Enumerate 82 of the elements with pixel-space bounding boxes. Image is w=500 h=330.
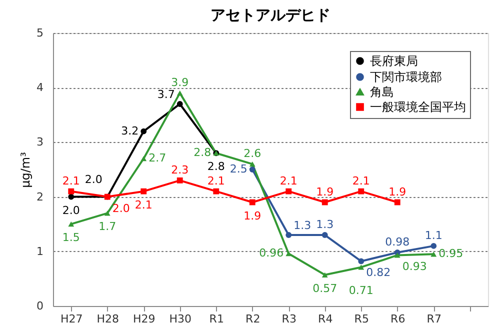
data-label: 0.71 [348, 284, 374, 298]
point [249, 166, 256, 172]
legend-label: 長府東局 [370, 54, 418, 68]
data-label: 2.8 [194, 146, 212, 160]
data-label: 3.2 [121, 124, 139, 138]
point [68, 194, 74, 200]
y-tick-label: 1 [36, 244, 44, 258]
data-label: 2.6 [244, 147, 262, 160]
point [286, 232, 292, 238]
point [430, 252, 437, 257]
x-tick-label: H28 [96, 312, 120, 326]
data-label: 0.82 [366, 266, 391, 280]
point [140, 128, 147, 134]
x-tick-label: R5 [354, 312, 369, 326]
point [104, 210, 110, 216]
data-label: 0.57 [312, 282, 338, 295]
data-label: 3.9 [171, 76, 189, 90]
point [322, 272, 328, 278]
point [140, 188, 147, 194]
legend-label: 下関市環境部 [370, 70, 442, 84]
data-label: 1.9 [244, 209, 262, 222]
point [176, 90, 183, 96]
y-tick-label: 2 [36, 190, 44, 204]
data-label: 1.9 [316, 185, 334, 198]
data-label: 2.3 [171, 163, 189, 176]
data-label: 2.1 [280, 174, 298, 188]
data-label: 2.0 [62, 204, 80, 217]
chart-title: アセトアルデヒド [210, 6, 330, 24]
x-tick-label: H27 [60, 312, 83, 326]
data-label: 2.1 [352, 174, 370, 188]
legend-label: 角島 [370, 85, 394, 99]
point [176, 177, 183, 184]
data-label: 2.1 [207, 174, 225, 188]
point [358, 258, 364, 264]
data-label: 3.7 [157, 88, 175, 101]
x-tick-label: R6 [390, 312, 406, 326]
point [140, 156, 147, 162]
x-tick-label: R3 [282, 312, 296, 326]
data-label: 1.7 [98, 220, 116, 234]
point [176, 101, 183, 107]
point [286, 188, 292, 194]
point [322, 199, 328, 206]
x-tick-label: H29 [132, 312, 156, 326]
point [394, 199, 400, 206]
legend-label: 一般環境全国平均 [370, 100, 466, 114]
data-label: 1.9 [388, 185, 406, 198]
y-tick-label: 4 [36, 81, 44, 94]
point [249, 199, 256, 206]
data-label: 2.7 [148, 152, 166, 165]
point [249, 161, 256, 167]
data-label: 2.0 [112, 202, 130, 215]
data-label: 0.96 [259, 246, 284, 260]
data-label: 2.0 [84, 172, 102, 186]
point [213, 188, 220, 194]
point [358, 264, 364, 270]
y-tick-label: 3 [36, 136, 44, 149]
data-label: 0.93 [402, 260, 427, 274]
point [394, 252, 400, 258]
point [430, 242, 437, 249]
y-tick-label: 0 [36, 300, 44, 312]
point [68, 222, 74, 227]
x-tick-label: R1 [209, 312, 224, 326]
y-axis-title: μg/m³ [18, 152, 32, 188]
data-label: 2.8 [207, 160, 225, 174]
point [286, 251, 292, 256]
data-label: 0.95 [438, 247, 464, 260]
data-label: 1.3 [316, 218, 334, 232]
x-tick-label: R2 [246, 312, 260, 326]
point [68, 188, 74, 194]
x-tick-label: H30 [169, 312, 192, 326]
point [358, 188, 364, 194]
data-label: 2.5 [230, 162, 248, 176]
x-tick-label: R7 [426, 312, 442, 326]
data-label: 1.3 [294, 219, 312, 232]
data-label: 1.5 [62, 231, 80, 244]
y-tick-label: 5 [36, 26, 44, 40]
point [322, 232, 328, 238]
data-label: 2.1 [62, 174, 80, 188]
data-label: 1.1 [424, 228, 442, 242]
data-label: 0.98 [385, 235, 410, 248]
data-label: 2.1 [134, 198, 152, 212]
x-tick-label: R4 [318, 312, 333, 326]
